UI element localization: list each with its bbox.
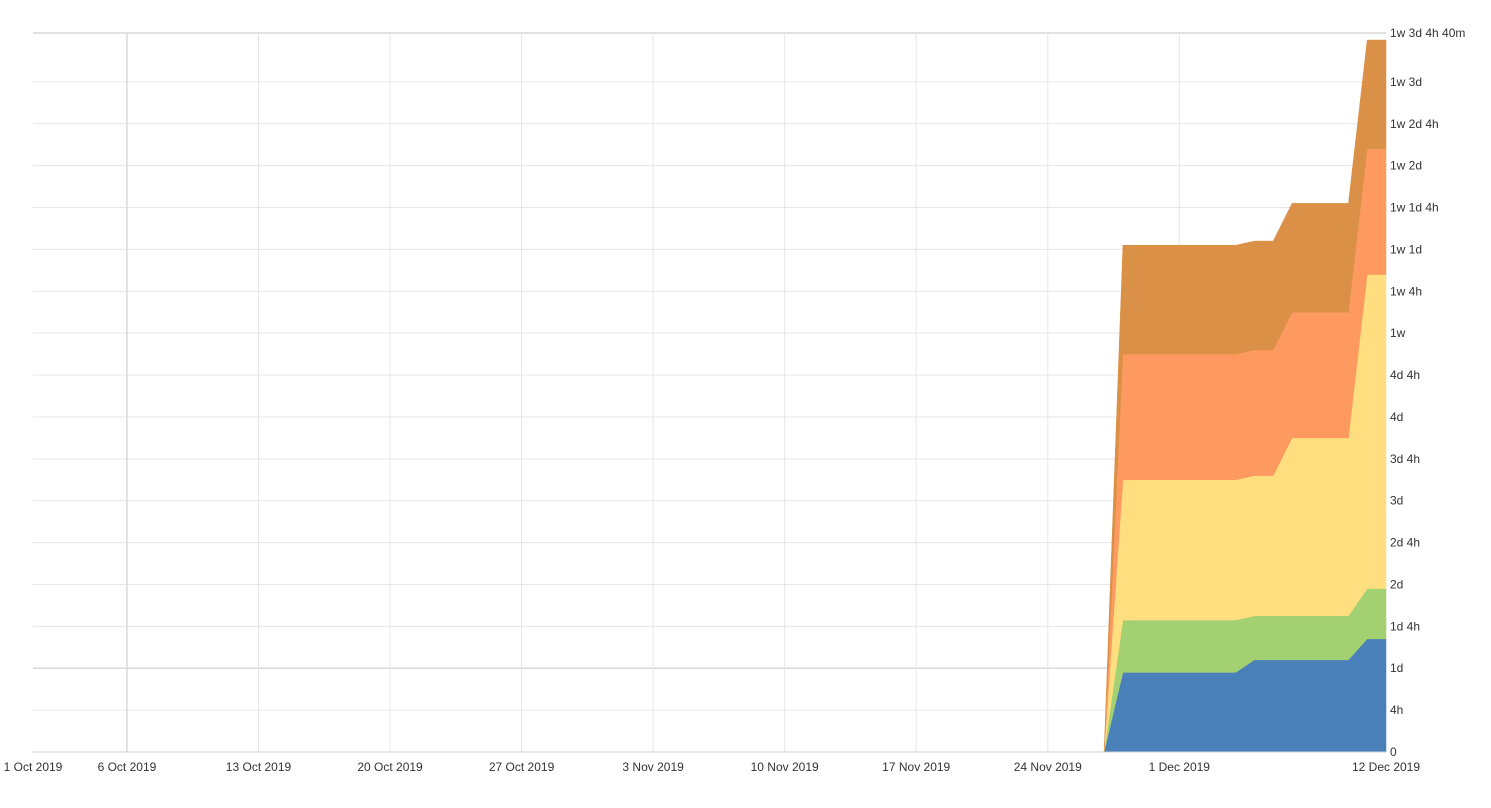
x-tick-label: 10 Nov 2019	[751, 760, 819, 774]
x-tick-label: 20 Oct 2019	[357, 760, 423, 774]
y-tick-label: 4d 4h	[1390, 368, 1420, 382]
y-tick-label: 1w 2d 4h	[1390, 117, 1439, 131]
x-tick-label: 13 Oct 2019	[226, 760, 292, 774]
y-tick-label: 2d 4h	[1390, 536, 1420, 550]
axis-layer: 0 4h 1d 1d 4h 2d 2d 4h 3d 3d 4h 4d 4d 4h 1w 1w 4h 1w…	[4, 26, 1466, 774]
grid-layer	[33, 32, 1386, 753]
y-tick-label: 1w 4h	[1390, 284, 1422, 298]
x-tick-label: 27 Oct 2019	[489, 760, 555, 774]
x-tick-label: 3 Nov 2019	[622, 760, 684, 774]
y-tick-label: 3d 4h	[1390, 452, 1420, 466]
y-tick-label: 4d	[1390, 410, 1403, 424]
y-tick-label: 1w 3d 4h 40m	[1390, 26, 1465, 40]
area-layer	[1103, 39, 1387, 753]
x-tick-label: 17 Nov 2019	[882, 760, 950, 774]
x-tick-label: 6 Oct 2019	[98, 760, 157, 774]
y-tick-label: 1w 2d	[1390, 159, 1422, 173]
y-tick-label: 1w	[1390, 326, 1406, 340]
y-tick-label: 1d 4h	[1390, 619, 1420, 633]
y-tick-label: 4h	[1390, 703, 1403, 717]
x-tick-label: 12 Dec 2019	[1352, 760, 1420, 774]
y-tick-label: 1w 3d	[1390, 75, 1422, 89]
area-series-5	[1103, 39, 1387, 753]
y-tick-label: 1w 1d	[1390, 242, 1422, 256]
x-tick-label: 1 Oct 2019	[4, 760, 63, 774]
y-tick-label: 2d	[1390, 577, 1403, 591]
y-tick-label: 1w 1d 4h	[1390, 201, 1439, 215]
y-tick-label: 1d	[1390, 661, 1403, 675]
x-tick-label: 24 Nov 2019	[1014, 760, 1082, 774]
x-tick-label: 1 Dec 2019	[1149, 760, 1211, 774]
y-tick-label: 0	[1390, 745, 1397, 759]
y-tick-label: 3d	[1390, 494, 1403, 508]
